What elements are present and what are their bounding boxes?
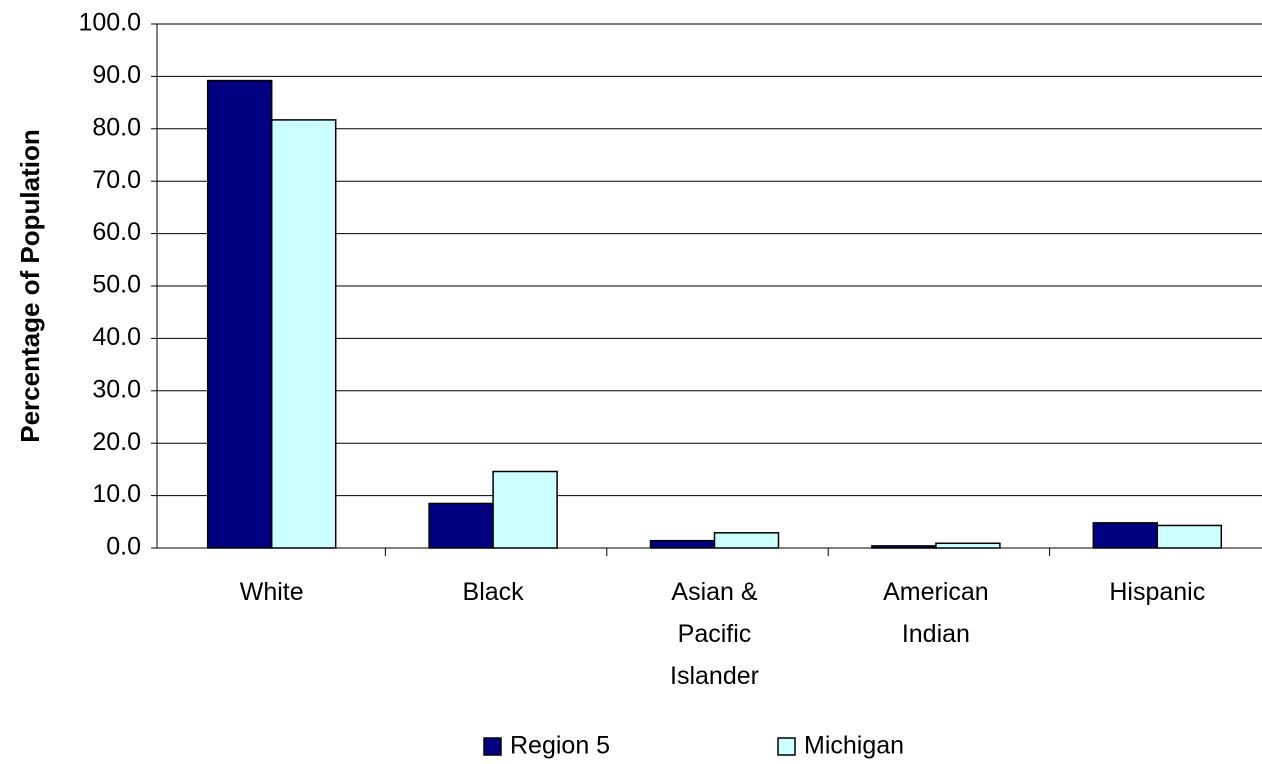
- x-tick-label: Hispanic: [1109, 578, 1205, 606]
- y-tick-label: 90.0: [92, 61, 141, 89]
- bar: [270, 119, 337, 549]
- bar: [1156, 524, 1223, 549]
- legend-swatch: [777, 737, 796, 756]
- legend-label: Michigan: [804, 732, 904, 760]
- y-tick-label: 10.0: [92, 480, 141, 508]
- x-tick-label: Asian & Pacific Islander: [670, 578, 759, 690]
- bar: [713, 532, 780, 549]
- y-tick-label: 20.0: [92, 428, 141, 456]
- y-axis-title: Percentage of Population: [15, 129, 45, 443]
- legend-label: Region 5: [510, 732, 610, 760]
- x-tick-label: White: [240, 578, 304, 606]
- bar: [206, 79, 273, 549]
- y-tick-label: 50.0: [92, 271, 141, 299]
- y-tick-label: 40.0: [92, 323, 141, 351]
- y-tick-label: 60.0: [92, 218, 141, 246]
- x-tick-label: American Indian: [883, 578, 989, 648]
- bar: [649, 539, 716, 549]
- bar: [428, 502, 494, 549]
- y-tick-label: 30.0: [92, 375, 141, 403]
- y-tick-label: 70.0: [92, 166, 141, 194]
- legend-swatch: [483, 737, 502, 756]
- bar: [935, 542, 1001, 549]
- y-tick-label: 0.0: [106, 533, 141, 561]
- bar: [1092, 522, 1159, 549]
- y-tick-label: 80.0: [92, 113, 141, 141]
- bar: [492, 470, 558, 549]
- y-tick-label: 100.0: [78, 9, 141, 37]
- x-tick-label: Black: [463, 578, 525, 606]
